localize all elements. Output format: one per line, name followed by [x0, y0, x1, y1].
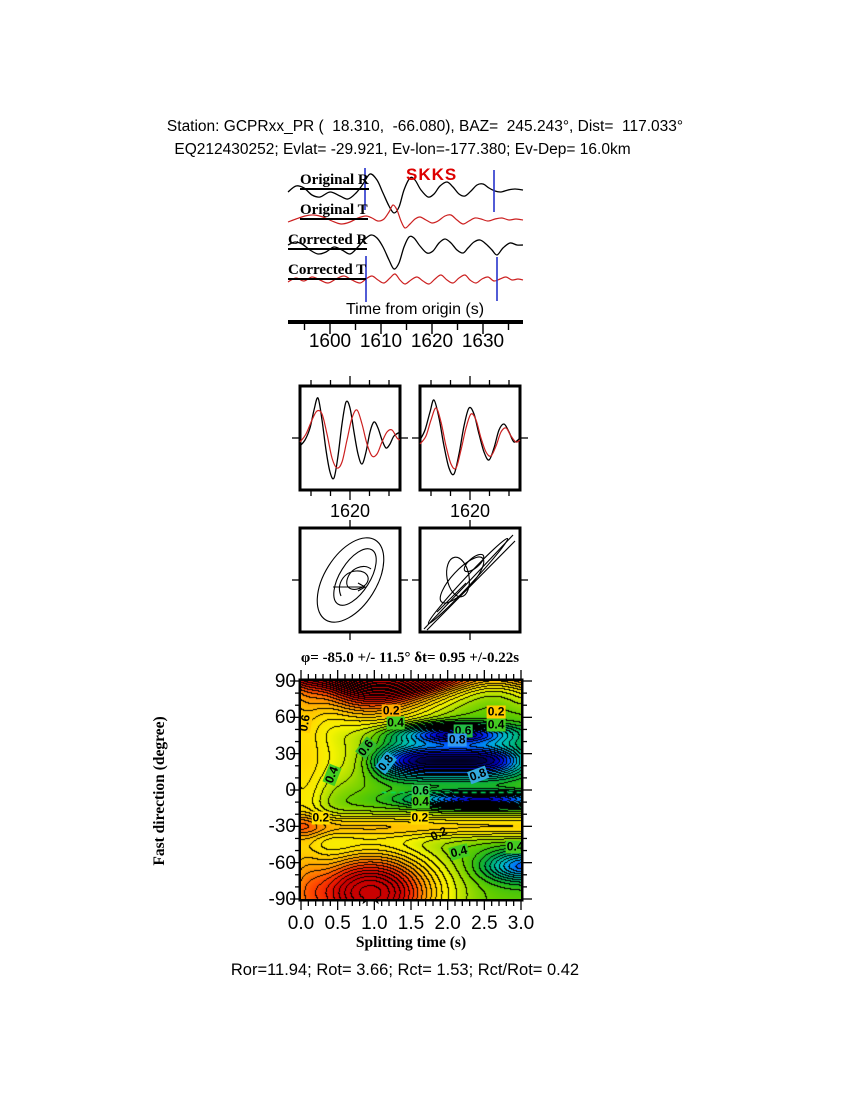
contour-xlabel: Splitting time (s): [355, 934, 467, 951]
contour-level-label: 0.6: [354, 736, 377, 759]
pm-ellipse-5: [463, 553, 485, 573]
contour-ytick-label: -30: [268, 816, 296, 838]
contour-ytick-label: 90: [274, 671, 296, 692]
pm-ellipse-2: [427, 537, 509, 625]
contour-frame: [298, 678, 524, 902]
panel-trace-left_red: [299, 409, 401, 469]
time-tick-label: 1600: [308, 331, 352, 352]
contour-xtick-label: 0.5: [324, 913, 351, 934]
contour-level-label: 0.8: [375, 751, 397, 775]
contour-level-label: 0.4: [321, 764, 342, 787]
header-line1: Station: GCPRxx_PR ( 18.310, -66.080), B…: [166, 118, 684, 135]
contour-xtick-label: 2.5: [471, 913, 498, 934]
contour-xtick-label: 2.0: [434, 913, 461, 934]
contour-level-label: 0.4: [486, 717, 506, 732]
time-tick-label: 1610: [359, 331, 403, 352]
contour-level-label: 0.4: [505, 840, 521, 854]
contour-level-label: 0.6: [301, 713, 313, 734]
pm-path-2: [423, 534, 514, 630]
trace-original_r: [287, 173, 524, 214]
contour-level-label: 0.2: [410, 810, 430, 825]
contour-xtick-label: 3.0: [507, 913, 535, 934]
pm-path-3: [426, 540, 516, 631]
contour-ytick-label: -60: [268, 852, 296, 874]
phase-label-skks: SKKS: [406, 165, 458, 184]
pm-path-0: [338, 565, 372, 597]
time-tick-label: 1620: [410, 331, 454, 352]
misfit-contour-map: [301, 681, 521, 899]
footer-ratios: Ror=11.94; Rot= 3.66; Rct= 1.53; Rct/Rot…: [230, 961, 580, 979]
contour-ytick-label: 0: [285, 780, 296, 801]
particle-motion-panel-left: [298, 526, 402, 634]
contour-xtick-label: 1.0: [361, 913, 388, 934]
panel-left-time-label: 1620: [329, 501, 371, 521]
trace-corrected_r: [287, 234, 524, 270]
pm-ellipse-0: [316, 537, 385, 623]
contour-level-label: 0.2: [381, 703, 401, 718]
contour-ytick-label: 30: [274, 743, 296, 765]
time-axis-label: Time from origin (s): [346, 301, 485, 318]
trace-label-corrected-t: Corrected T: [288, 262, 367, 280]
contour-level-label: 0.8: [447, 732, 467, 747]
header-line2: EQ212430252; Evlat= -29.921, Ev-lon=-177…: [174, 141, 631, 158]
panel-right-time-label: 1620: [449, 501, 491, 521]
contour-level-label: 0.2: [311, 810, 331, 825]
contour-title: φ= -85.0 +/- 11.5° δt= 0.95 +/-0.22s: [300, 650, 520, 666]
pm-path-4: [436, 582, 467, 613]
pm-ellipse-1: [333, 548, 377, 606]
contour-ylabel: Fast direction (degree): [151, 716, 168, 866]
contour-ytick-label: 60: [274, 707, 296, 729]
contour-level-label: 0.2: [428, 823, 450, 844]
trace-label-original-t: Original T: [300, 202, 368, 220]
pm-ellipse-4: [446, 556, 470, 598]
contour-level-label: 0.6: [411, 783, 430, 798]
trace-original_t: [287, 204, 524, 229]
contour-level-label: 0.2: [486, 704, 506, 719]
contour-xtick-label: 1.5: [397, 913, 425, 934]
particle-motion-panel-right: [418, 526, 522, 634]
panel-trace-right_red: [419, 407, 521, 470]
contour-level-label: 0.4: [448, 842, 471, 861]
contour-ytick-label: -90: [268, 889, 296, 910]
contour-level-label: 0.8: [467, 765, 490, 785]
time-axis-line: [288, 320, 523, 324]
zoom-panel-left: [298, 384, 402, 492]
panel-trace-left_black: [299, 397, 401, 480]
contour-level-label: 0.4: [386, 715, 405, 730]
contour-level-label: 0.4: [411, 794, 430, 809]
contour-label-layer: 0.2 0.4 0.2 0.4 0.6 0.8 0.6 0.8 0.4 0.8 0.6 0.4 0.2 0…: [301, 681, 521, 899]
time-tick-label: 1630: [461, 331, 505, 352]
trace-label-original-r: Original R: [300, 172, 369, 190]
pm-path-1: [333, 582, 367, 592]
panel-trace-right_black: [419, 399, 521, 476]
trace-label-corrected-r: Corrected R: [288, 232, 368, 250]
contour-xtick-label: 0.0: [287, 913, 315, 934]
